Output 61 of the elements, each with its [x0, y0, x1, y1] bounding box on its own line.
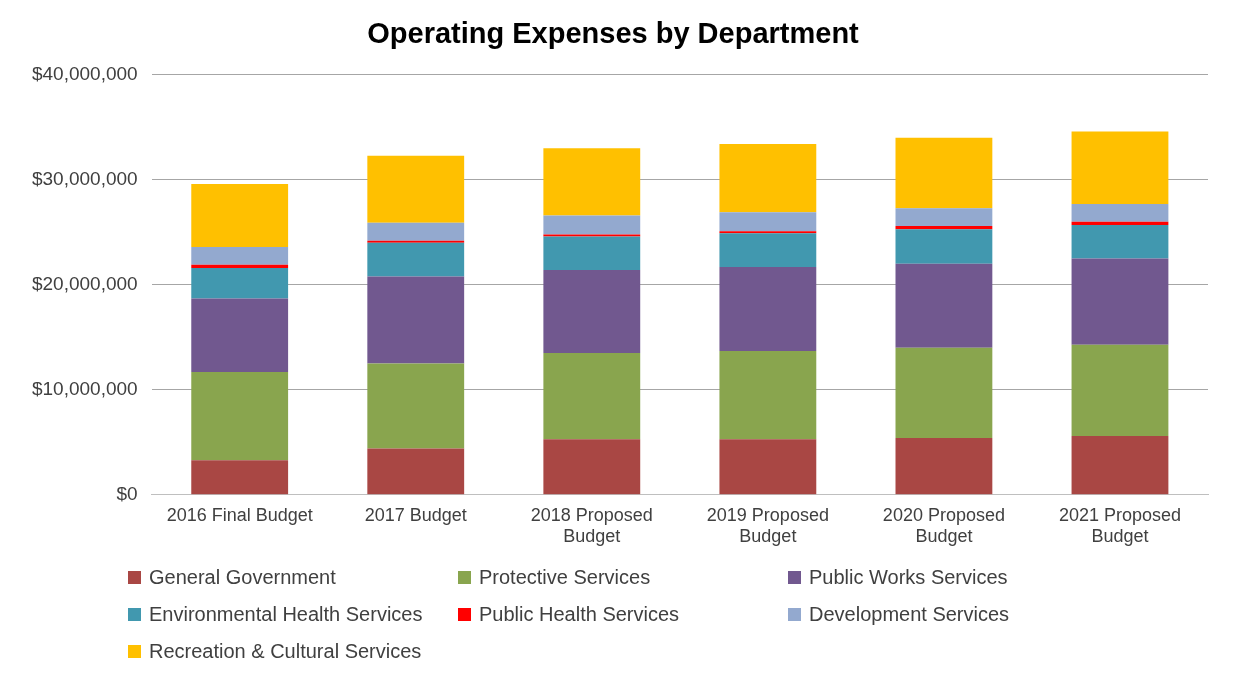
- legend-label: General Government: [149, 566, 336, 589]
- legend-label: Public Health Services: [479, 603, 680, 626]
- bar: [719, 439, 817, 495]
- bar: [1071, 344, 1169, 436]
- legend-label: Environmental Health Services: [149, 603, 423, 626]
- bar: [895, 226, 993, 230]
- y-tick-label: $0: [116, 483, 138, 505]
- bar: [367, 363, 465, 449]
- bar: [543, 215, 641, 235]
- bar: [1071, 436, 1169, 495]
- bar: [367, 240, 465, 243]
- bar: [191, 460, 289, 495]
- bar: [191, 264, 289, 268]
- bar: [367, 222, 465, 241]
- bar: [1071, 131, 1169, 204]
- bar: [367, 242, 465, 277]
- legend-label: Recreation & Cultural Services: [149, 640, 422, 663]
- y-tick-label: $10,000,000: [31, 378, 138, 400]
- bar: [367, 276, 465, 364]
- bar: [895, 208, 993, 226]
- bar: [543, 270, 641, 354]
- bar: [719, 144, 817, 213]
- chart-title: Operating Expenses by Department: [367, 17, 860, 50]
- bar: [191, 247, 289, 265]
- bar: [191, 298, 289, 372]
- bar: [719, 266, 817, 351]
- y-tick-label: $20,000,000: [31, 273, 138, 295]
- bar: [543, 236, 641, 271]
- bar: [367, 155, 465, 223]
- x-tick-label: 2019 Proposed Budget: [706, 504, 829, 547]
- bar: [191, 268, 289, 299]
- x-tick-label: 2016 Final Budget: [166, 504, 313, 525]
- bar: [895, 229, 993, 264]
- y-tick-label: $30,000,000: [31, 168, 138, 190]
- bar: [367, 448, 465, 495]
- bar: [543, 234, 641, 237]
- legend-label: Development Services: [809, 603, 1010, 626]
- legend-label: Public Works Services: [809, 566, 1008, 589]
- bar: [1071, 258, 1169, 345]
- x-tick-label: 2018 Proposed Budget: [530, 504, 653, 547]
- bar: [895, 263, 993, 348]
- bar: [543, 148, 641, 216]
- bar: [1071, 203, 1169, 222]
- bar: [1071, 221, 1169, 225]
- bar: [895, 438, 993, 495]
- bar: [191, 371, 289, 461]
- bar: [719, 350, 817, 440]
- bar: [719, 231, 817, 234]
- bar: [719, 212, 817, 232]
- bar: [719, 233, 817, 267]
- x-tick-label: 2020 Proposed Budget: [882, 504, 1005, 547]
- bar: [543, 353, 641, 440]
- x-tick-label: 2021 Proposed Budget: [1058, 504, 1182, 547]
- x-tick-label: 2017 Budget: [364, 504, 467, 525]
- y-tick-label: $40,000,000: [31, 63, 138, 85]
- bar: [191, 184, 289, 247]
- bar: [895, 137, 993, 209]
- bar: [895, 347, 993, 439]
- legend-label: Protective Services: [479, 566, 651, 589]
- bar: [543, 439, 641, 495]
- bar: [1071, 224, 1169, 259]
